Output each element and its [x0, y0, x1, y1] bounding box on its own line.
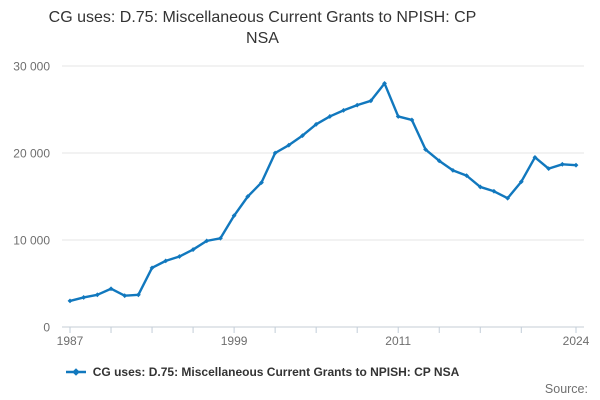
data-point-marker — [313, 121, 319, 127]
source-label: Source: — [544, 382, 588, 396]
data-point-marker — [190, 247, 196, 252]
data-point-marker — [546, 166, 552, 172]
data-point-marker — [464, 173, 469, 179]
data-point-marker — [423, 147, 428, 152]
legend-series-label: CG uses: D.75: Miscellaneous Current Gra… — [92, 365, 460, 379]
data-point-marker — [409, 117, 415, 123]
data-point-marker — [354, 102, 360, 108]
data-point-marker — [149, 265, 155, 271]
legend-item[interactable]: CG uses: D.75: Miscellaneous Current Gra… — [65, 365, 460, 379]
data-point-marker — [135, 292, 141, 298]
data-point-marker — [341, 107, 346, 113]
data-point-marker — [272, 150, 278, 156]
legend-line-marker-icon — [65, 368, 86, 376]
x-axis-label: 1987 — [57, 334, 84, 348]
data-point-marker — [518, 179, 524, 185]
data-point-marker — [573, 162, 579, 168]
data-point-marker — [477, 184, 483, 190]
data-point-marker — [204, 238, 210, 244]
data-point-marker — [382, 81, 387, 86]
data-point-marker — [231, 213, 237, 219]
data-point-marker — [395, 114, 401, 119]
chart-legend: CG uses: D.75: Miscellaneous Current Gra… — [0, 365, 525, 379]
data-point-marker — [108, 286, 114, 292]
data-point-marker — [177, 254, 182, 259]
data-point-marker — [81, 295, 87, 300]
data-point-marker — [122, 293, 128, 299]
data-point-marker — [259, 180, 264, 185]
data-point-marker — [300, 133, 305, 138]
chart-title-line1: CG uses: D.75: Miscellaneous Current Gra… — [48, 9, 477, 26]
y-axis-label: 10 000 — [13, 234, 50, 248]
data-point-marker — [245, 194, 251, 199]
chart-title: CG uses: D.75: Miscellaneous Current Gra… — [0, 7, 525, 49]
y-axis-label: 0 — [43, 321, 50, 335]
data-point-marker — [163, 258, 169, 264]
chart-title-line2: NSA — [246, 30, 279, 47]
data-point-marker — [327, 114, 333, 119]
data-point-marker — [559, 161, 565, 167]
x-axis-label: 2011 — [385, 334, 411, 348]
y-axis-label: 30 000 — [13, 60, 50, 74]
data-point-marker — [532, 154, 538, 160]
data-point-marker — [491, 188, 497, 194]
y-axis-label: 20 000 — [13, 147, 50, 161]
data-point-marker — [67, 298, 73, 304]
x-axis-label: 1999 — [221, 334, 248, 348]
x-axis-label: 2024 — [563, 334, 590, 348]
data-point-marker — [286, 142, 292, 148]
data-point-marker — [94, 292, 100, 298]
data-point-marker — [218, 235, 223, 241]
data-series-line — [68, 82, 578, 303]
data-point-marker — [368, 98, 374, 104]
data-point-marker — [450, 168, 456, 173]
data-point-marker — [505, 195, 511, 201]
data-point-marker — [436, 158, 442, 164]
